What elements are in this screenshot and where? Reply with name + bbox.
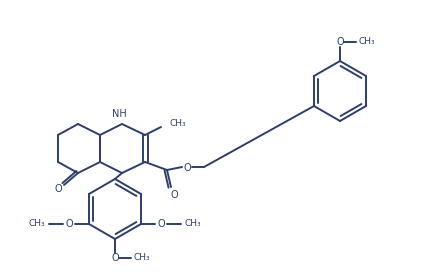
Text: O: O	[65, 219, 73, 229]
Text: O: O	[157, 219, 165, 229]
Text: O: O	[54, 184, 62, 194]
Text: O: O	[111, 253, 119, 263]
Text: CH₃: CH₃	[29, 219, 45, 229]
Text: CH₃: CH₃	[359, 38, 375, 47]
Text: O: O	[170, 190, 178, 200]
Text: CH₃: CH₃	[169, 119, 186, 129]
Text: CH₃: CH₃	[134, 253, 150, 262]
Text: NH: NH	[112, 109, 127, 119]
Text: O: O	[183, 163, 191, 173]
Text: O: O	[336, 37, 344, 47]
Text: CH₃: CH₃	[184, 219, 201, 229]
